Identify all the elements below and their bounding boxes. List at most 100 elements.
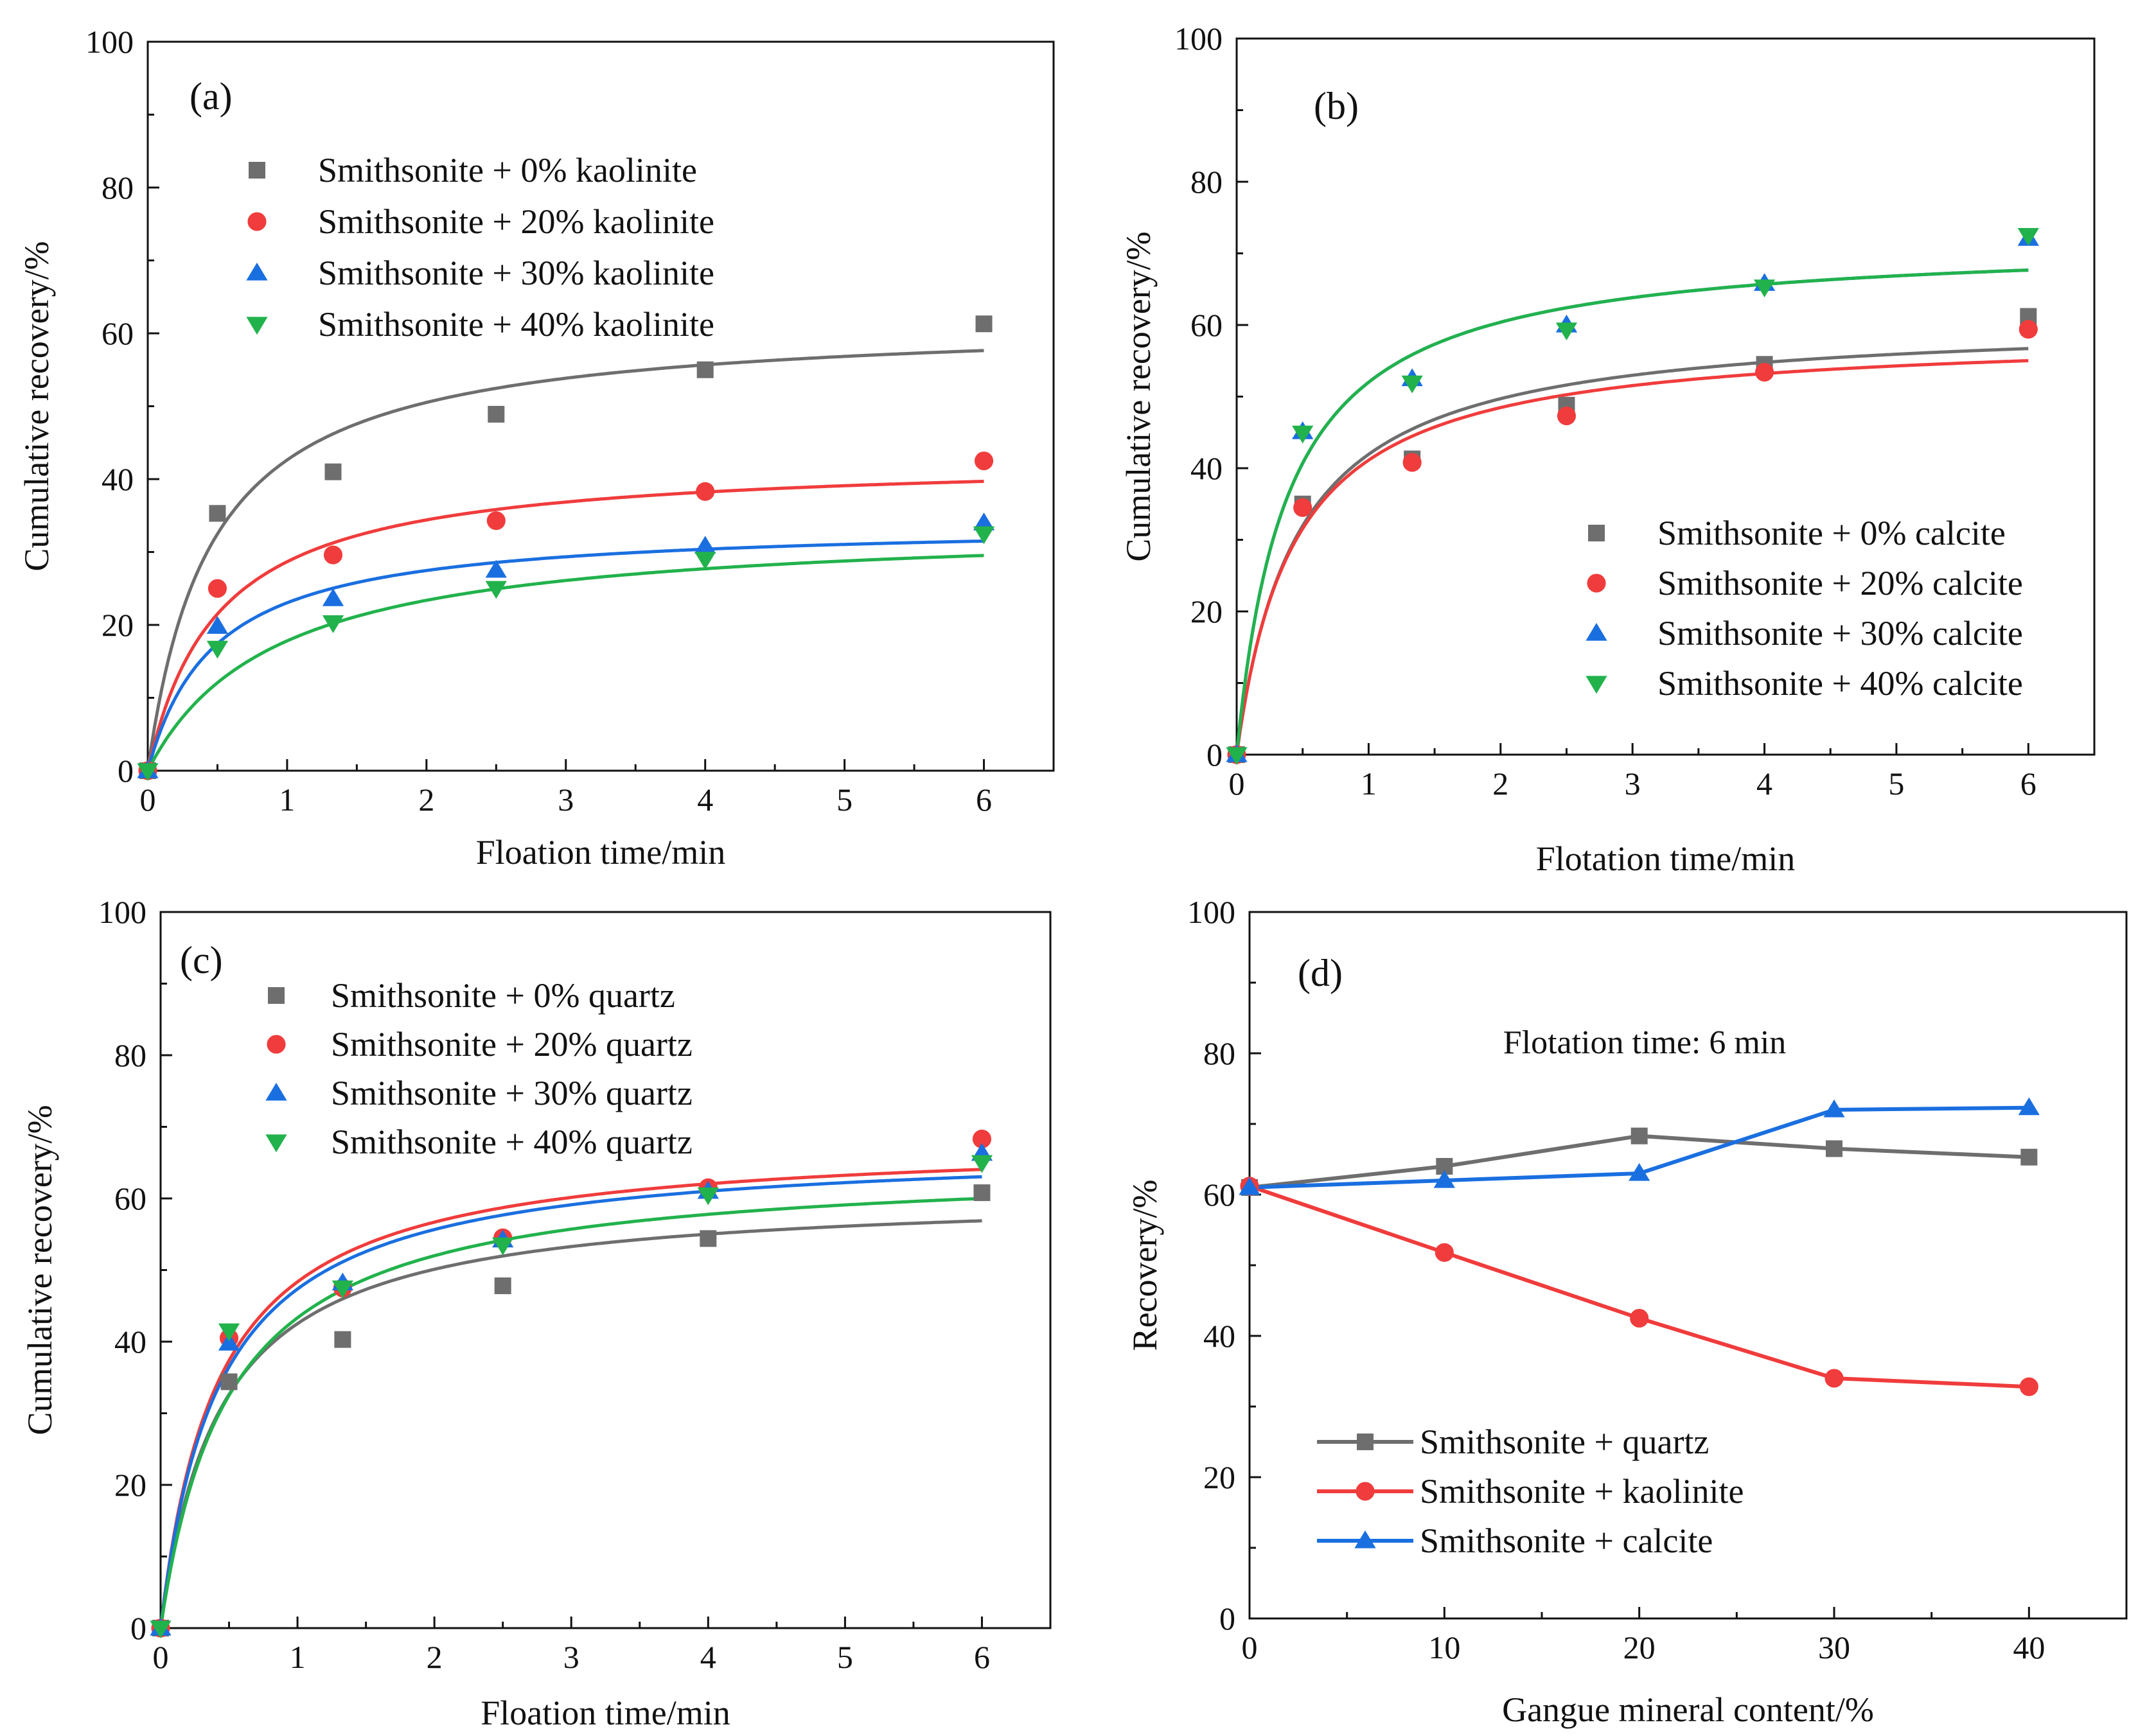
x-tick-label: 0 bbox=[153, 1639, 169, 1675]
data-point-series-2 bbox=[2019, 1377, 2038, 1396]
y-tick-label: 20 bbox=[1203, 1459, 1235, 1495]
data-point-series-4 bbox=[697, 1187, 719, 1206]
x-tick-label: 0 bbox=[1229, 766, 1245, 802]
y-axis-title: Cumulative recovery/% bbox=[17, 241, 56, 571]
x-tick-label: 1 bbox=[290, 1639, 306, 1675]
data-point-series-2 bbox=[696, 482, 715, 501]
x-tick-label: 2 bbox=[1492, 766, 1508, 802]
fit-curve-series-2 bbox=[1235, 359, 2029, 755]
data-point-series-4 bbox=[1753, 279, 1776, 298]
y-tick-label: 0 bbox=[118, 753, 134, 789]
y-tick-label: 100 bbox=[1187, 894, 1235, 930]
legend-marker-3 bbox=[1354, 1530, 1376, 1548]
legend-marker-4 bbox=[265, 1134, 287, 1153]
legend-label-4: Smithsonite + 40% kaolinite bbox=[318, 305, 714, 344]
fit-curve-series-4 bbox=[159, 1197, 982, 1629]
fit-curve-series-3 bbox=[159, 1175, 982, 1629]
x-tick-label: 30 bbox=[1818, 1629, 1850, 1665]
legend-label-3: Smithsonite + 30% kaolinite bbox=[318, 254, 714, 292]
x-tick-label: 40 bbox=[2013, 1629, 2045, 1665]
panel-label: (c) bbox=[180, 939, 223, 981]
y-tick-label: 100 bbox=[85, 24, 134, 60]
data-point-series-4 bbox=[973, 526, 995, 545]
legend-label-4: Smithsonite + 40% quartz bbox=[331, 1123, 693, 1161]
data-point-series-4 bbox=[150, 1620, 172, 1639]
data-point-series-3 bbox=[1433, 1170, 1455, 1188]
data-point-series-4 bbox=[1401, 375, 1423, 394]
panel-label: (b) bbox=[1314, 85, 1359, 127]
data-point-series-1 bbox=[2020, 1148, 2038, 1166]
x-tick-label: 1 bbox=[279, 782, 295, 818]
panel-label: (d) bbox=[1298, 952, 1343, 994]
data-point-series-2 bbox=[972, 1129, 992, 1149]
x-axis-title: Flotation time/min bbox=[1536, 839, 1796, 878]
data-point-series-1 bbox=[700, 1230, 717, 1247]
x-tick-label: 4 bbox=[697, 782, 713, 818]
legend-label-4: Smithsonite + 40% calcite bbox=[1657, 664, 2023, 703]
legend-marker-1 bbox=[1588, 525, 1605, 541]
y-tick-label: 0 bbox=[1219, 1600, 1235, 1636]
data-point-series-1 bbox=[334, 1331, 351, 1348]
data-point-series-1 bbox=[220, 1373, 238, 1390]
legend-label-1: Smithsonite + 0% quartz bbox=[331, 976, 675, 1015]
legend-marker-2 bbox=[267, 1035, 286, 1054]
x-tick-label: 5 bbox=[837, 1639, 853, 1675]
legend-marker-1 bbox=[1357, 1434, 1374, 1450]
fit-curve-series-2 bbox=[159, 1168, 982, 1629]
legend-label-3: Smithsonite + 30% calcite bbox=[1657, 614, 2023, 653]
legend-label-2: Smithsonite + kaolinite bbox=[1420, 1472, 1744, 1511]
fit-curve-series-1 bbox=[159, 1219, 982, 1629]
x-tick-label: 10 bbox=[1428, 1629, 1460, 1665]
y-tick-label: 0 bbox=[1206, 737, 1223, 773]
data-point-series-3 bbox=[1629, 1162, 1650, 1181]
y-tick-label: 80 bbox=[114, 1037, 146, 1073]
data-point-series-2 bbox=[1293, 498, 1312, 517]
x-axis-title: Floation time/min bbox=[481, 1694, 730, 1732]
data-point-series-2 bbox=[208, 579, 227, 598]
x-axis-title: Floation time/min bbox=[476, 833, 726, 872]
data-point-series-4 bbox=[694, 552, 716, 570]
data-point-series-3 bbox=[694, 536, 716, 554]
data-point-series-4 bbox=[1292, 425, 1314, 444]
y-tick-label: 60 bbox=[102, 315, 134, 351]
x-tick-label: 5 bbox=[836, 782, 853, 818]
data-point-series-1 bbox=[1826, 1140, 1842, 1157]
y-tick-label: 100 bbox=[98, 894, 146, 930]
data-point-series-2 bbox=[1557, 407, 1577, 426]
y-tick-label: 40 bbox=[1203, 1318, 1235, 1354]
panel-d: 0 10 20 30 40 0 20 40 60 80 100 Gangue mineral cont… bbox=[1126, 894, 2128, 1729]
data-point-series-4 bbox=[218, 1323, 240, 1342]
legend-label-1: Smithsonite + 0% calcite bbox=[1657, 514, 2006, 552]
legend-marker-3 bbox=[246, 262, 268, 281]
x-tick-label: 2 bbox=[427, 1639, 443, 1675]
x-tick-label: 0 bbox=[1242, 1629, 1258, 1665]
y-tick-label: 20 bbox=[102, 607, 134, 643]
y-tick-label: 100 bbox=[1174, 21, 1223, 57]
data-point-series-3 bbox=[1823, 1099, 1845, 1118]
fit-curve-series-2 bbox=[146, 480, 984, 771]
panel-annotation: Flotation time: 6 min bbox=[1503, 1024, 1787, 1061]
y-axis-title: Recovery/% bbox=[1126, 1180, 1164, 1351]
data-point-series-4 bbox=[485, 581, 507, 599]
x-tick-label: 3 bbox=[558, 782, 574, 818]
data-point-series-2 bbox=[1435, 1243, 1454, 1262]
data-point-series-4 bbox=[492, 1237, 514, 1256]
legend-label-1: Smithsonite + 0% kaolinite bbox=[318, 151, 697, 189]
x-tick-label: 0 bbox=[140, 782, 156, 818]
data-point-series-2 bbox=[2019, 320, 2038, 339]
data-point-series-4 bbox=[971, 1155, 993, 1173]
legend-marker-1 bbox=[249, 162, 265, 179]
y-tick-label: 40 bbox=[114, 1324, 146, 1360]
panel-label: (a) bbox=[190, 75, 233, 118]
legend-marker-4 bbox=[1586, 676, 1607, 694]
data-point-series-4 bbox=[2017, 228, 2039, 246]
legend-label-3: Smithsonite + calcite bbox=[1420, 1521, 1713, 1560]
data-point-series-3 bbox=[218, 1333, 240, 1351]
y-tick-label: 60 bbox=[1190, 307, 1223, 343]
data-point-series-2 bbox=[1630, 1308, 1649, 1328]
y-tick-label: 0 bbox=[130, 1610, 146, 1646]
